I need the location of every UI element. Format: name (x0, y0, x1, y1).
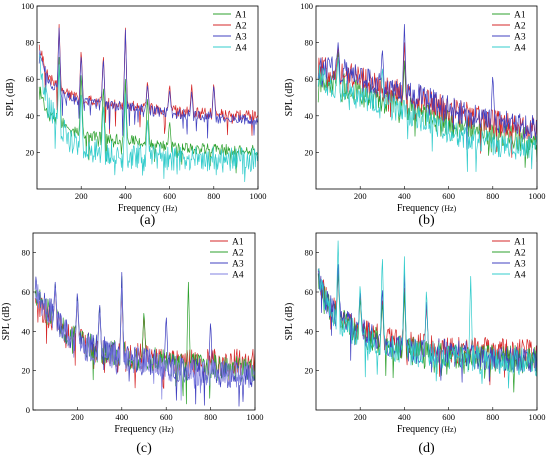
x-tick-label: 800 (207, 191, 220, 201)
plot-frame (315, 232, 538, 411)
x-axis-label-text: Frequency (114, 424, 159, 435)
series-line-a3 (317, 23, 537, 150)
y-tick-label: 20 (305, 147, 314, 157)
x-tick-label: 200 (75, 191, 88, 201)
series-line-a4 (317, 56, 537, 172)
x-tick-label: 800 (204, 412, 217, 422)
series-group (34, 271, 255, 407)
series-group (317, 23, 537, 172)
y-axis-label: SPL (dB) (1, 303, 12, 341)
x-tick-label: 1000 (529, 191, 546, 201)
series-group (38, 23, 258, 183)
x-tick-label: 600 (442, 191, 455, 201)
x-tick-label: 1000 (247, 412, 264, 422)
legend-label-a1: A1 (232, 238, 244, 248)
y-tick-label: 100 (300, 1, 313, 11)
y-tick-label: 60 (26, 74, 35, 84)
y-axis-label: SPL (dB) (284, 79, 295, 117)
legend-label-a3: A3 (514, 33, 526, 43)
y-tick-label: 40 (26, 111, 35, 121)
y-tick-label: 60 (305, 287, 314, 297)
series-line-a4 (317, 240, 537, 389)
legend-label-a3: A3 (235, 33, 247, 43)
panel-label: (d) (418, 441, 435, 456)
y-tick-label: 60 (22, 287, 31, 297)
x-tick-label: 200 (71, 412, 84, 422)
x-tick-label: 400 (398, 412, 411, 422)
series-line-a4 (38, 54, 258, 183)
y-tick-label: 40 (305, 111, 314, 121)
legend-label-a2: A2 (235, 22, 247, 32)
x-tick-label: 800 (486, 412, 499, 422)
y-tick-label: 20 (26, 147, 35, 157)
panel-label: (b) (418, 213, 435, 228)
y-tick-label: 0 (26, 405, 30, 415)
y-tick-label: 60 (305, 74, 314, 84)
legend-label-a4: A4 (514, 271, 526, 281)
x-tick-label: 400 (119, 191, 132, 201)
y-tick-label: 20 (22, 366, 31, 376)
x-tick-label: 1000 (529, 412, 546, 422)
plot-frame (32, 232, 256, 411)
series-line-a1 (38, 56, 258, 174)
panel-label: (c) (136, 441, 152, 456)
x-tick-label: 400 (115, 412, 128, 422)
chart-panel-2: 200 400 600 800 1000 20 40 60 80 100 Frequency (Hz… (284, 1, 546, 228)
plot-frame (36, 5, 259, 190)
y-tick-label: 80 (305, 38, 314, 48)
y-tick-label: 80 (22, 248, 31, 258)
x-axis-label: Frequency (Hz) (397, 203, 457, 214)
panel-label: (a) (140, 213, 156, 228)
x-axis-label-text: Frequency (118, 203, 163, 214)
x-tick-label: 600 (160, 412, 173, 422)
plot-frame (315, 5, 538, 190)
x-tick-label: 600 (163, 191, 176, 201)
y-tick-label: 20 (305, 366, 314, 376)
x-tick-label: 800 (486, 191, 499, 201)
legend-label-a4: A4 (514, 44, 526, 54)
chart-panel-1: 200 400 600 800 1000 20 40 60 80 100 Frequency (Hz… (5, 1, 267, 228)
x-tick-label: 1000 (250, 191, 267, 201)
legend-label-a2: A2 (232, 249, 244, 259)
legend-label-a1: A1 (514, 11, 526, 21)
legend-label-a2: A2 (514, 22, 526, 32)
x-axis-unit: (Hz) (159, 425, 174, 434)
chart-panel-3: 200 400 600 800 1000 0 20 40 60 80 Frequency (Hz) S… (1, 232, 264, 456)
chart-panel-4: 200 400 600 800 1000 20 40 60 80 Frequency (Hz) SP… (284, 232, 546, 456)
legend-label-a3: A3 (514, 260, 526, 270)
x-axis-unit: (Hz) (163, 204, 178, 213)
x-tick-label: 200 (354, 412, 367, 422)
y-tick-label: 100 (21, 1, 34, 11)
series-line-a4 (34, 284, 255, 401)
x-axis-unit: (Hz) (442, 204, 457, 213)
x-axis-label-text: Frequency (397, 203, 442, 214)
legend-label-a4: A4 (232, 271, 244, 281)
y-axis-label: SPL (dB) (284, 303, 295, 341)
legend-label-a2: A2 (514, 249, 526, 259)
x-axis-label: Frequency (Hz) (114, 424, 174, 435)
series-line-a3 (38, 27, 258, 139)
x-tick-label: 600 (442, 412, 455, 422)
x-tick-label: 400 (398, 191, 411, 201)
x-axis-unit: (Hz) (442, 425, 457, 434)
legend-label-a1: A1 (514, 238, 526, 248)
y-tick-label: 40 (305, 326, 314, 336)
legend-label-a3: A3 (232, 260, 244, 270)
legend-label-a4: A4 (235, 44, 247, 54)
y-tick-label: 80 (305, 248, 314, 258)
x-axis-label: Frequency (Hz) (397, 424, 457, 435)
series-line-a2 (34, 275, 255, 405)
y-tick-label: 40 (22, 326, 31, 336)
x-tick-label: 200 (354, 191, 367, 201)
x-axis-label: Frequency (Hz) (118, 203, 178, 214)
legend-label-a1: A1 (235, 11, 247, 21)
series-group (317, 240, 537, 393)
y-tick-label: 80 (26, 38, 35, 48)
x-axis-label-text: Frequency (397, 424, 442, 435)
y-axis-label: SPL (dB) (5, 79, 16, 117)
